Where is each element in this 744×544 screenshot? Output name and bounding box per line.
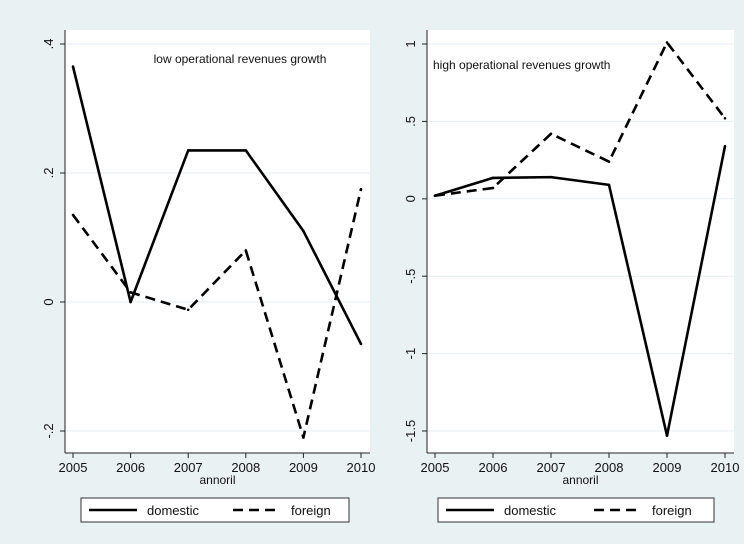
- y-tick-label: .4: [41, 39, 56, 50]
- x-axis-title: annoril: [199, 473, 235, 487]
- data-point-foreign: [433, 194, 437, 198]
- series-line-domestic: [71, 66, 363, 345]
- x-tick-label: 2006: [479, 460, 508, 475]
- x-tick-label: 2009: [653, 460, 682, 475]
- x-tick-label: 2008: [231, 460, 260, 475]
- data-point-domestic: [71, 65, 75, 68]
- y-tick-label: .5: [403, 116, 418, 127]
- legend: domestic foreign: [80, 497, 350, 523]
- data-point-foreign: [491, 186, 495, 190]
- legend: domestic foreign: [437, 497, 715, 523]
- legend-label-domestic: domestic: [147, 503, 200, 518]
- series-line-foreign: [71, 188, 363, 439]
- data-point-foreign: [71, 213, 75, 217]
- data-point-domestic: [129, 300, 132, 304]
- x-tick-label: 2010: [347, 460, 376, 475]
- y-tick-label: -.2: [41, 423, 56, 438]
- y-tick-label: -.5: [403, 269, 418, 284]
- data-point-domestic: [359, 342, 363, 346]
- y-tick-label: 0: [403, 195, 418, 202]
- data-point-domestic: [491, 176, 495, 180]
- panel-title: high operational revenues growth: [433, 58, 610, 72]
- legend-label-foreign: foreign: [652, 503, 692, 518]
- y-tick-label: 0: [41, 298, 56, 305]
- y-tick-label: -1.5: [403, 420, 418, 442]
- data-point-domestic: [302, 229, 305, 233]
- chart-panel-2: -1.5 -1 -.5 0 .5 1 2005 2006 2007 2008 2009 2010 ann…: [403, 30, 740, 523]
- data-point-domestic: [244, 149, 248, 152]
- data-point-foreign: [665, 41, 669, 44]
- x-tick-label: 2009: [289, 460, 318, 475]
- x-tick-label: 2007: [174, 460, 203, 475]
- y-tick-label: 1: [403, 40, 418, 47]
- panel-title: low operational revenues growth: [154, 52, 327, 66]
- data-point-domestic: [549, 175, 553, 179]
- x-tick-label: 2005: [59, 460, 88, 475]
- x-axis-title: annoril: [562, 473, 598, 487]
- data-point-domestic: [607, 183, 611, 187]
- data-point-domestic: [723, 144, 727, 148]
- data-point-foreign: [186, 308, 190, 312]
- legend-label-foreign: foreign: [291, 503, 331, 518]
- x-tick-label: 2005: [421, 460, 450, 475]
- x-tick-label: 2010: [711, 460, 740, 475]
- series-line-domestic: [434, 145, 727, 437]
- x-tick-label: 2008: [595, 460, 624, 475]
- legend-label-domestic: domestic: [504, 503, 557, 518]
- x-tick-label: 2007: [537, 460, 566, 475]
- y-tick-label: -1: [403, 348, 418, 360]
- chart-panel-1: -.2 0 .2 .4 2005 2006 2007 2008 2009 2010 annoril l…: [41, 30, 376, 523]
- data-point-foreign: [607, 160, 611, 163]
- y-tick-label: .2: [41, 168, 56, 179]
- series-line-foreign: [434, 41, 727, 197]
- data-point-foreign: [359, 187, 363, 191]
- data-point-domestic: [665, 434, 669, 437]
- data-point-domestic: [186, 149, 190, 152]
- plot-area: [65, 30, 370, 453]
- plot-area: [427, 30, 734, 453]
- data-point-foreign: [129, 291, 132, 294]
- data-point-foreign: [723, 117, 727, 120]
- x-tick-label: 2006: [116, 460, 145, 475]
- data-point-foreign: [302, 436, 305, 439]
- data-point-foreign: [244, 249, 248, 252]
- data-point-foreign: [549, 132, 553, 136]
